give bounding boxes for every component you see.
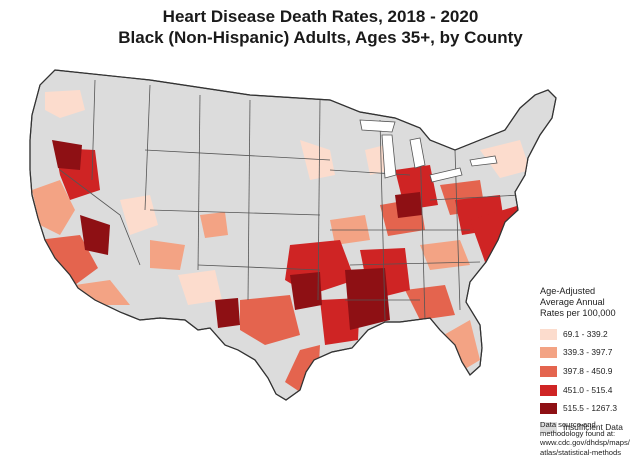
legend-row: 515.5 - 1267.3 [540, 399, 640, 418]
legend-row: Insufficient Data [540, 418, 640, 437]
title-line-1: Heart Disease Death Rates, 2018 - 2020 [162, 7, 479, 26]
legend-row: 397.8 - 450.9 [540, 362, 640, 381]
legend-label: 69.1 - 339.2 [563, 328, 608, 339]
legend-row: 69.1 - 339.2 [540, 325, 640, 344]
source-line: atlas/statistical-methods [540, 447, 622, 457]
state-borders [59, 79, 521, 321]
legend-label: 397.8 - 450.9 [563, 365, 613, 376]
legend-swatch [540, 347, 557, 359]
map-title: Heart Disease Death Rates, 2018 - 2020 B… [0, 6, 641, 48]
class-5-regions [52, 140, 422, 330]
legend-swatch [540, 328, 557, 340]
great-lakes [359, 119, 498, 183]
legend-label: Insufficient Data [563, 421, 623, 432]
title-line-2: Black (Non-Hispanic) Adults, Ages 35+, b… [118, 28, 523, 47]
legend-title: Age-Adjusted Average Annual Rates per 10… [540, 286, 640, 319]
legend-row: 339.3 - 397.7 [540, 344, 640, 363]
legend-label: 515.5 - 1267.3 [563, 403, 618, 414]
legend-swatch [540, 365, 557, 377]
data-source-note: Data source and methodology found at: ww… [540, 420, 640, 457]
legend-swatch [540, 421, 557, 433]
legend-title-line-3: Rates per 100,000 [540, 308, 616, 318]
legend-swatch [540, 403, 557, 415]
legend-title-line-2: Average Annual [540, 297, 605, 307]
legend-label: 339.3 - 397.7 [563, 347, 613, 358]
source-line: www.cdc.gov/dhdsp/maps/ [540, 438, 630, 448]
legend-swatch [540, 384, 557, 396]
source-line: Data source and [540, 420, 596, 429]
legend-label: 451.0 - 515.4 [563, 384, 613, 395]
legend-title-line-1: Age-Adjusted [540, 286, 596, 296]
legend: Age-Adjusted Average Annual Rates per 10… [540, 286, 640, 437]
legend-row: 451.0 - 515.4 [540, 381, 640, 400]
source-line: methodology found at: [540, 429, 616, 439]
